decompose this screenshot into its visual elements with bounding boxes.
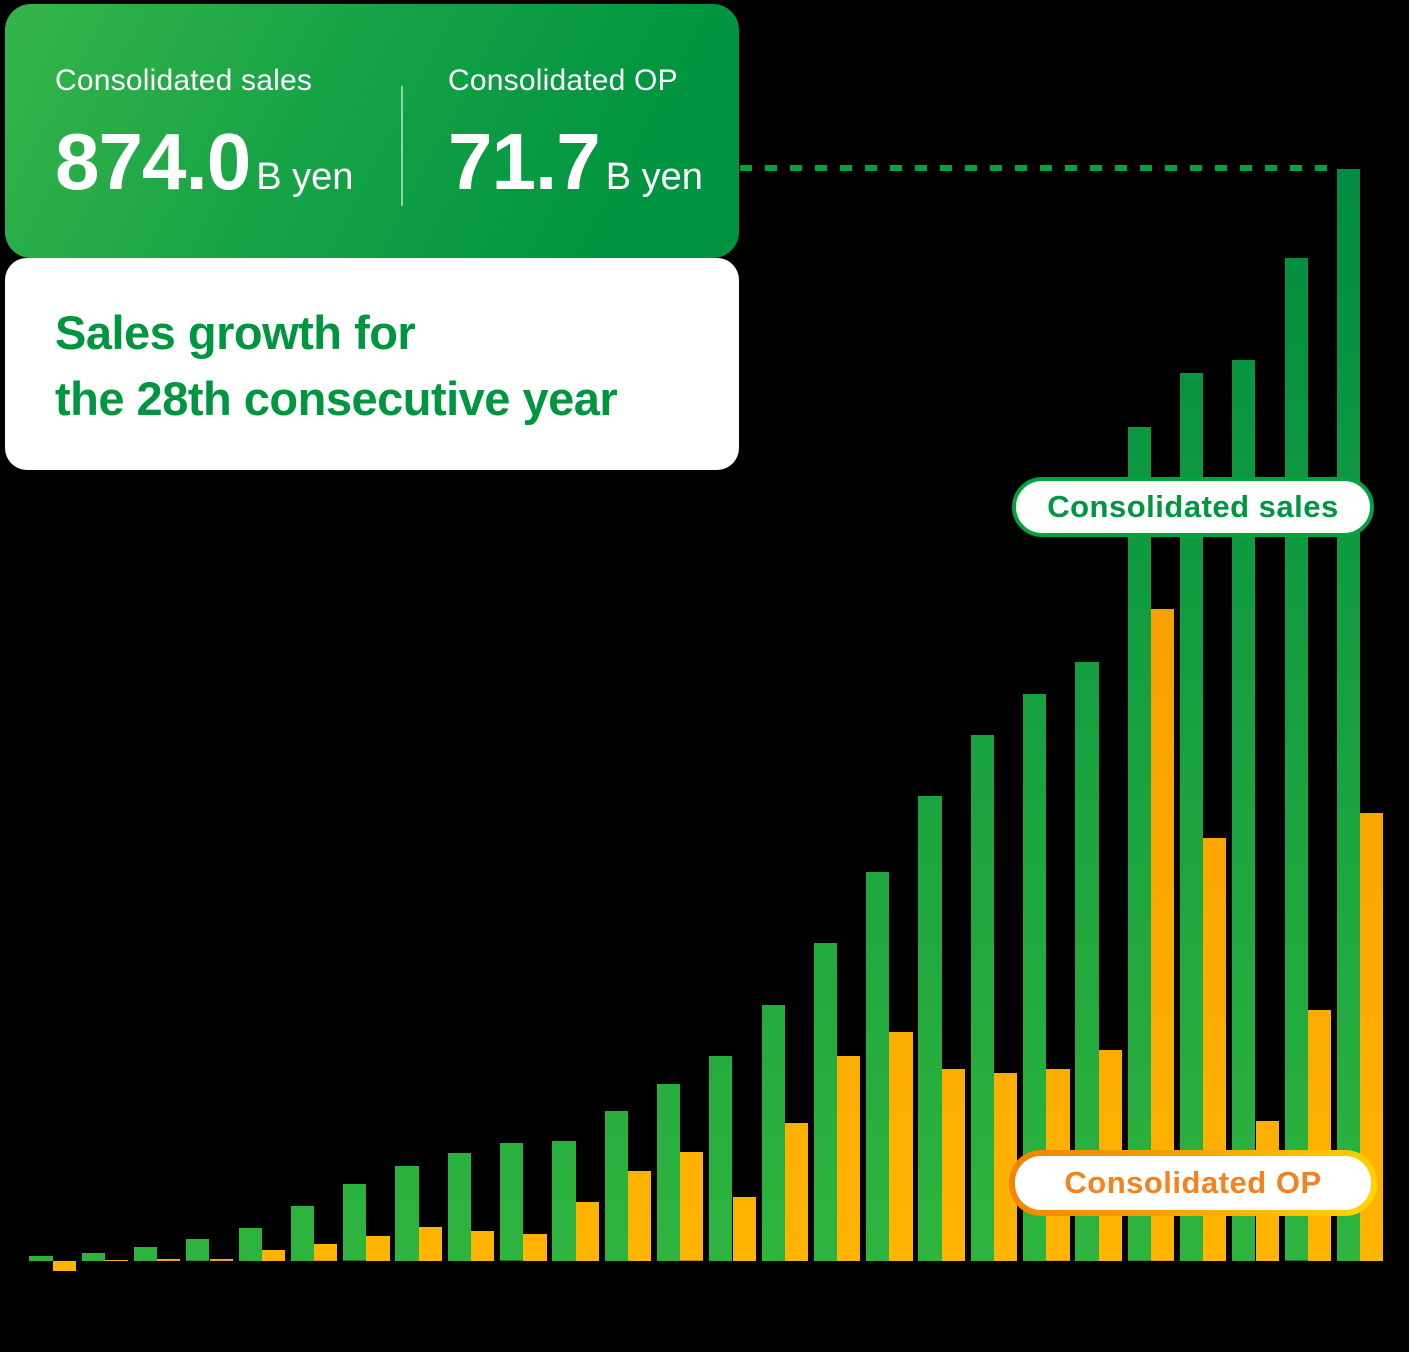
sales-bar [761, 1005, 785, 1261]
op-bar [1307, 1009, 1332, 1261]
sales-bar [1336, 168, 1361, 1261]
sales-bar [1075, 661, 1099, 1261]
stat-divider [401, 86, 403, 206]
op-bar [680, 1152, 704, 1261]
sales-bar [238, 1227, 262, 1261]
op-stat: Consolidated OP 71.7 B yen [448, 64, 728, 208]
sales-bar [447, 1152, 471, 1261]
op-bar [523, 1233, 547, 1261]
op-bar [1203, 837, 1227, 1261]
sales-bar [970, 735, 994, 1261]
sales-stat-value: 874.0 [55, 117, 251, 206]
op-bar [575, 1201, 599, 1261]
sales-bar [29, 1255, 53, 1261]
op-stat-unit: B yen [605, 156, 703, 198]
sales-bar [1284, 258, 1308, 1261]
sales-bar [604, 1110, 628, 1261]
op-bar [994, 1072, 1018, 1261]
sales-bar [1232, 360, 1256, 1261]
headline-card: Sales growth for the 28th consecutive ye… [5, 258, 739, 470]
sales-bar [1127, 427, 1151, 1261]
op-stat-label: Consolidated OP [448, 64, 678, 97]
sales-bar [81, 1252, 105, 1261]
op-bar [627, 1171, 652, 1261]
sales-bar [552, 1140, 576, 1261]
op-stat-value: 71.7 [448, 117, 601, 206]
sales-legend-label: Consolidated sales [1047, 489, 1339, 524]
sales-bar [813, 942, 838, 1261]
sales-bar [1179, 372, 1204, 1261]
op-bar [209, 1259, 233, 1261]
headline-line1: Sales growth for [55, 306, 416, 359]
op-bar [1150, 609, 1175, 1261]
sales-bar [395, 1165, 419, 1261]
sales-bar [186, 1239, 210, 1261]
sales-bar [290, 1205, 315, 1261]
sales-bar [866, 871, 890, 1261]
headline-line2: the 28th consecutive year [55, 372, 618, 425]
op-legend-label: Consolidated OP [1064, 1165, 1322, 1200]
dotted-guide-line [740, 165, 1336, 171]
headline-text: Sales growth for the 28th consecutive ye… [55, 300, 618, 432]
op-bar [1360, 812, 1384, 1261]
op-bar [104, 1259, 129, 1261]
op-legend-pill: Consolidated OP [1009, 1150, 1377, 1216]
header-stat-card: Consolidated sales 874.0 B yen Consolidat… [5, 4, 739, 258]
op-bar [889, 1031, 913, 1261]
sales-stat: Consolidated sales 874.0 B yen [55, 64, 385, 208]
sales-bar [1023, 694, 1047, 1261]
op-bar [314, 1244, 338, 1261]
op-bar [941, 1068, 965, 1261]
sales-bar [500, 1143, 524, 1261]
sales-stat-unit: B yen [256, 156, 354, 198]
sales-bar [709, 1056, 733, 1261]
op-bar [52, 1261, 76, 1271]
sales-bar [656, 1084, 681, 1261]
sales-bar [133, 1246, 158, 1261]
sales-legend-pill: Consolidated sales [1012, 477, 1374, 537]
sales-bar [918, 795, 942, 1261]
op-bar [837, 1056, 861, 1261]
op-bar [471, 1231, 495, 1261]
op-bar [418, 1226, 442, 1261]
sales-stat-label: Consolidated sales [55, 64, 313, 97]
op-bar [261, 1249, 286, 1261]
op-bar [732, 1196, 756, 1261]
op-bar [784, 1122, 809, 1261]
sales-bar [343, 1184, 367, 1261]
op-bar [366, 1236, 390, 1261]
op-bar [157, 1259, 181, 1261]
